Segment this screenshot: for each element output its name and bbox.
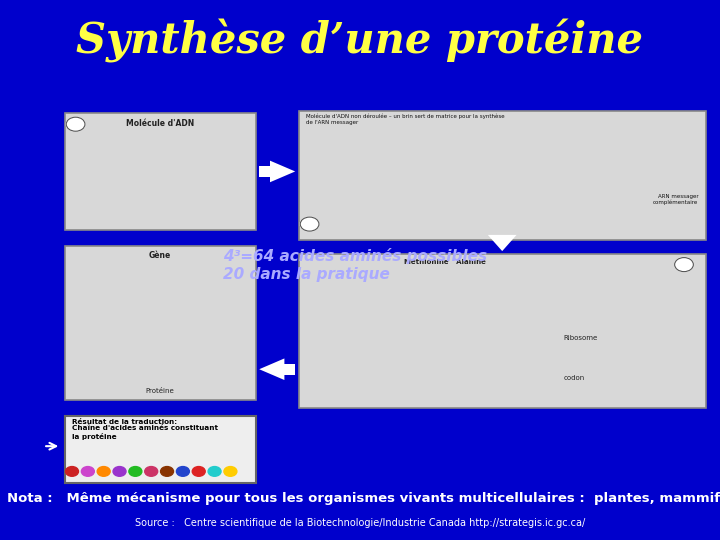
Text: Nota :   Même mécanisme pour tous les organismes vivants multicellulaires :  pla: Nota : Même mécanisme pour tous les orga… <box>7 492 720 505</box>
Circle shape <box>113 467 126 476</box>
FancyBboxPatch shape <box>299 254 706 408</box>
Circle shape <box>300 217 319 231</box>
FancyBboxPatch shape <box>284 364 295 375</box>
FancyBboxPatch shape <box>65 113 256 230</box>
Circle shape <box>66 467 78 476</box>
FancyBboxPatch shape <box>299 111 706 240</box>
Text: Synthèse d’une protéine: Synthèse d’une protéine <box>76 19 644 63</box>
Text: Molécule d'ADN: Molécule d'ADN <box>126 119 194 128</box>
Polygon shape <box>259 359 284 380</box>
Circle shape <box>161 467 174 476</box>
Polygon shape <box>488 235 517 251</box>
FancyBboxPatch shape <box>495 235 510 243</box>
Circle shape <box>224 467 237 476</box>
Circle shape <box>176 467 189 476</box>
Text: 4³=64 acides aminés possibles
20 dans la pratique: 4³=64 acides aminés possibles 20 dans la… <box>223 248 487 282</box>
Circle shape <box>192 467 205 476</box>
Text: Protéine: Protéine <box>146 388 174 394</box>
Text: Source :   Centre scientifique de la Biotechnologie/Industrie Canada http://stra: Source : Centre scientifique de la Biote… <box>135 518 585 528</box>
Circle shape <box>145 467 158 476</box>
Circle shape <box>97 467 110 476</box>
Circle shape <box>81 467 94 476</box>
Text: ARN messager
complémentaire: ARN messager complémentaire <box>653 194 698 205</box>
FancyBboxPatch shape <box>65 246 256 400</box>
Text: Ribosome: Ribosome <box>563 335 598 341</box>
Text: Molécule d'ADN non déroulée – un brin sert de matrice pour la synthèse
de l'ARN : Molécule d'ADN non déroulée – un brin se… <box>306 113 505 125</box>
Polygon shape <box>270 160 295 183</box>
Text: Résultat de la traduction:
Chaîne d'acides aminés constituant
la protéine: Résultat de la traduction: Chaîne d'acid… <box>72 418 218 440</box>
FancyBboxPatch shape <box>65 416 256 483</box>
Circle shape <box>675 258 693 272</box>
Circle shape <box>66 117 85 131</box>
Text: Gène: Gène <box>149 251 171 260</box>
Circle shape <box>208 467 221 476</box>
Circle shape <box>129 467 142 476</box>
FancyBboxPatch shape <box>259 166 270 177</box>
Text: codon: codon <box>563 375 585 381</box>
Text: Methionine   Alanine: Methionine Alanine <box>405 259 486 265</box>
